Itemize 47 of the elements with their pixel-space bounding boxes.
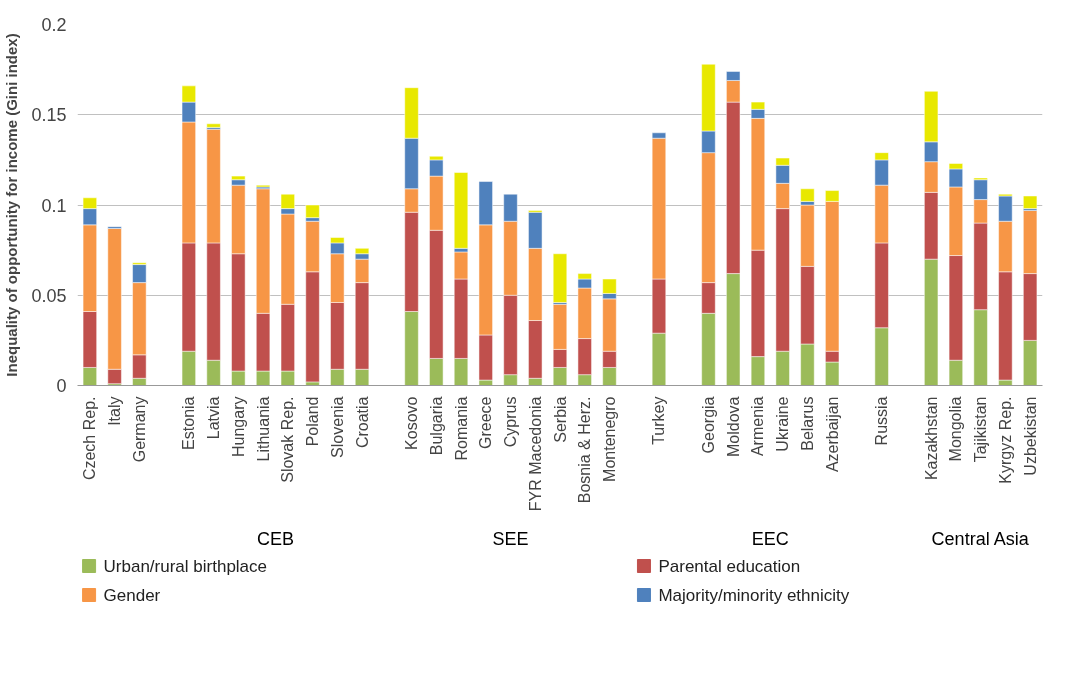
y-tick-label: 0 [56,376,67,396]
x-tick-label: Hungary [229,396,247,457]
x-tick-label: Mongolia [947,396,965,462]
y-tick-label: 0.2 [41,15,67,35]
x-tick-label: Kosovo [403,396,421,450]
legend-label: Gender [103,585,161,605]
x-tick-label: Belarus [798,396,816,451]
text: SEE [492,528,529,549]
legend-label: Urban/rural birthplace [103,556,268,576]
x-tick-label: FYR Macedonia [526,396,544,512]
x-tick-label: Moldova [724,396,742,457]
x-tick-label: Germany [130,396,148,463]
text: CEB [256,528,294,549]
y-tick-label: 0.1 [41,195,67,216]
x-tick-label: Lithuania [254,396,272,462]
x-tick-label: Estonia [180,396,198,450]
x-tick-label: Czech Rep. [81,396,99,481]
x-tick-label: Slovak Rep. [279,396,297,483]
text: EEC [751,528,789,549]
x-tick-label: Poland [304,396,322,447]
x-tick-label: Cyprus [502,396,520,448]
x-tick-label: Armenia [749,396,767,457]
x-tick-label: Tajikistan [972,396,990,463]
y-tick-label: 0.05 [31,285,67,306]
x-tick-label: Ukraine [774,396,792,452]
x-tick-label: Italy [106,396,124,426]
y-tick-label: 0.15 [31,105,67,126]
x-tick-label: Bosnia & Herz. [576,396,594,504]
x-tick-label: Uzbekistan [1021,396,1039,476]
x-tick-label: Montenegro [600,396,618,482]
x-tick-label: Georgia [699,396,717,454]
x-tick-label: Russia [873,396,891,446]
x-tick-label: Latvia [205,396,223,440]
y-axis-title: Inequality of opportunity for income (Gini index) [3,33,21,377]
x-tick-label: Slovenia [328,396,346,458]
x-tick-label: Romania [452,396,470,461]
legend-label: Majority/minority ethnicity [658,585,850,605]
legend-label: Parental education [658,556,801,576]
x-tick-label: Azerbaijan [823,396,841,473]
text: Central Asia [931,528,1030,549]
x-tick-label: Greece [477,396,495,449]
x-tick-label: Turkey [650,396,668,445]
x-tick-label: Croatia [353,396,371,449]
x-tick-label: Bulgaria [427,396,445,456]
x-tick-label: Kyrgyz Rep. [996,396,1014,484]
x-tick-label: Serbia [551,396,569,443]
x-tick-label: Kazakhstan [922,396,940,481]
